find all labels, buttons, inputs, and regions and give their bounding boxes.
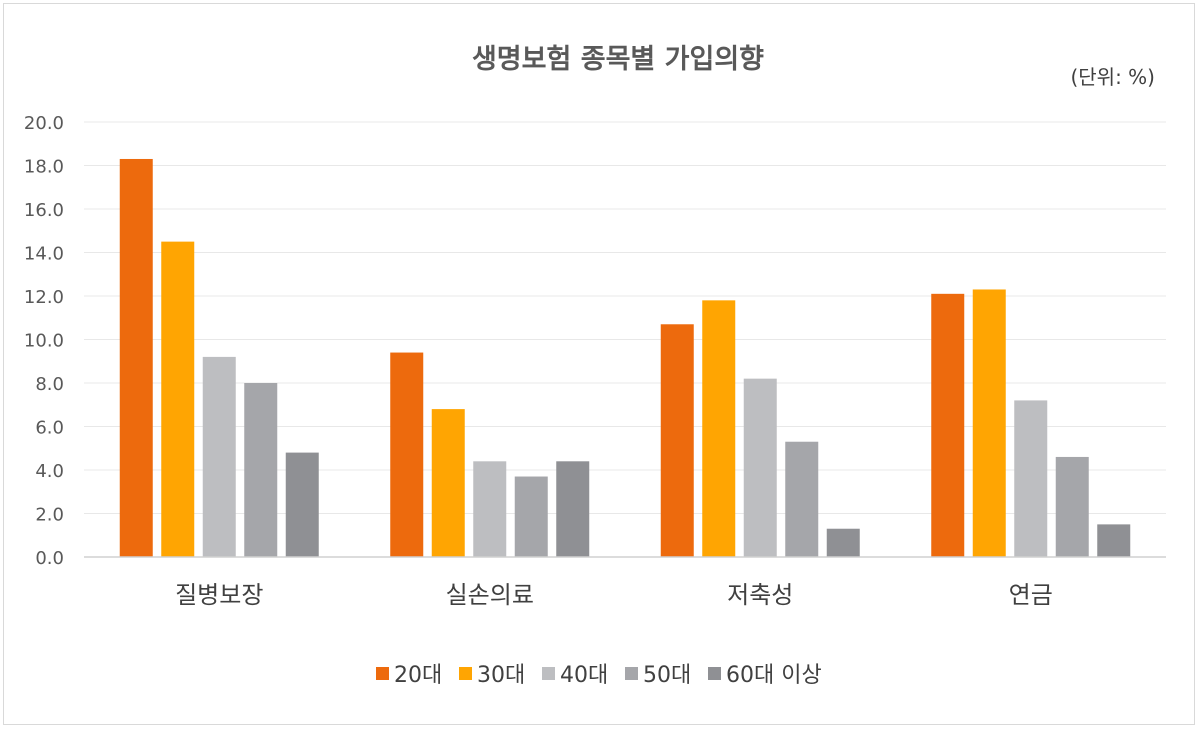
y-tick-label: 4.0 <box>35 461 64 482</box>
y-tick-label: 20.0 <box>24 113 64 134</box>
bar-연금-30대 <box>972 289 1006 557</box>
legend-label-40대: 40대 <box>560 663 608 688</box>
y-tick-label: 16.0 <box>24 200 64 221</box>
x-axis-ticks: 질병보장 실손의료 저축성 연금 <box>175 581 1053 609</box>
chart-title: 생명보험 종목별 가입의향 <box>472 44 764 75</box>
bar-연금-20대 <box>931 293 965 557</box>
bar-연금-60대 이상 <box>1097 524 1131 557</box>
legend-label-50대: 50대 <box>643 663 691 688</box>
y-tick-label: 8.0 <box>35 374 64 395</box>
x-tick-label: 저축성 <box>727 581 793 609</box>
bar-실손의료-40대 <box>473 461 507 557</box>
legend-swatch-60대 이상 <box>708 667 721 680</box>
legend-swatch-30대 <box>459 667 472 680</box>
x-tick-label: 실손의료 <box>446 581 534 609</box>
bar-질병보장-30대 <box>161 241 195 557</box>
bar-실손의료-50대 <box>514 476 548 557</box>
bar-연금-50대 <box>1055 456 1089 557</box>
bars <box>119 158 1131 557</box>
bar-질병보장-60대 이상 <box>285 452 319 557</box>
y-tick-label: 6.0 <box>35 418 64 439</box>
bar-질병보장-20대 <box>119 158 153 557</box>
bar-저축성-40대 <box>743 378 777 557</box>
legend-swatch-50대 <box>625 667 638 680</box>
legend-label-60대 이상: 60대 이상 <box>726 663 822 688</box>
legend-swatch-20대 <box>376 667 389 680</box>
bar-실손의료-60대 이상 <box>556 461 590 557</box>
bar-질병보장-50대 <box>244 383 278 557</box>
legend-label-30대: 30대 <box>477 663 525 688</box>
x-tick-label: 질병보장 <box>175 581 263 609</box>
bar-실손의료-20대 <box>390 352 424 557</box>
legend-swatch-40대 <box>542 667 555 680</box>
bar-저축성-30대 <box>702 300 736 557</box>
bar-질병보장-40대 <box>202 356 236 557</box>
y-tick-label: 0.0 <box>35 548 64 569</box>
bar-실손의료-30대 <box>431 409 465 557</box>
y-tick-label: 10.0 <box>24 331 64 352</box>
y-axis-ticks: 0.0 2.0 4.0 6.0 8.0 10.0 12.0 14.0 16.0 18.0 20.0 <box>24 113 64 569</box>
y-tick-label: 14.0 <box>24 244 64 265</box>
legend-label-20대: 20대 <box>394 663 442 688</box>
y-tick-label: 12.0 <box>24 287 64 308</box>
legend: 20대 30대 40대 50대 60대 이상 <box>376 663 822 688</box>
y-tick-label: 2.0 <box>35 505 64 526</box>
bar-저축성-50대 <box>785 441 819 557</box>
y-tick-label: 18.0 <box>24 157 64 178</box>
unit-label: (단위: %) <box>1070 65 1155 89</box>
bar-저축성-60대 이상 <box>826 528 860 557</box>
bar-연금-40대 <box>1014 400 1048 557</box>
x-tick-label: 연금 <box>1009 581 1053 609</box>
bar-저축성-20대 <box>660 324 694 557</box>
